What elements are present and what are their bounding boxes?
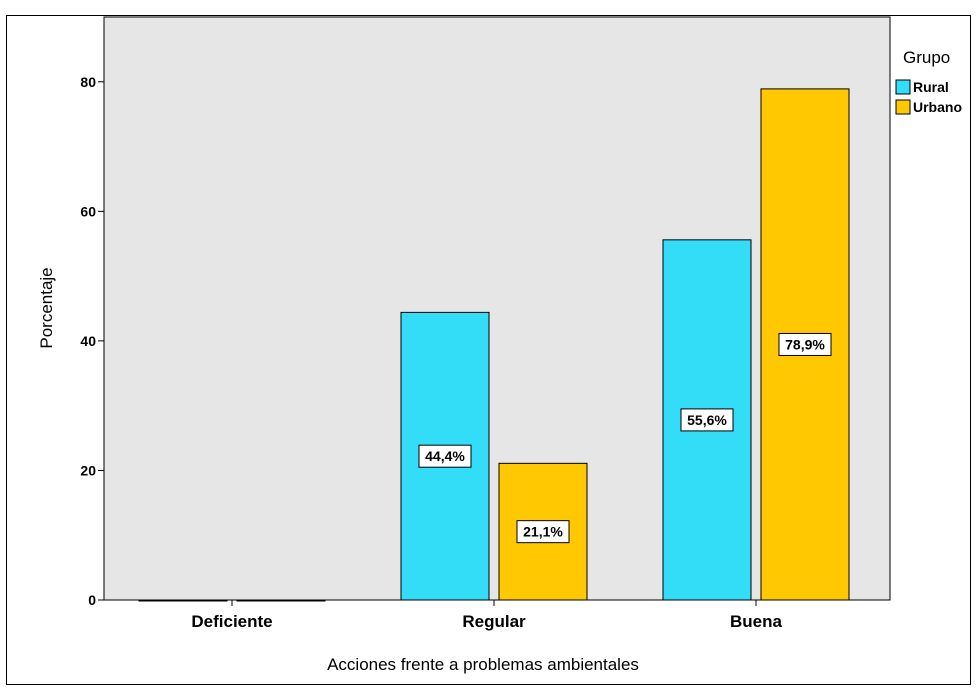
- y-tick-label: 40: [80, 333, 96, 349]
- x-axis-label: Acciones frente a problemas ambientales: [327, 655, 639, 674]
- bars: 44,4% 21,1% 55,6% 78,9%: [138, 88, 850, 602]
- y-tick-label: 60: [80, 203, 96, 219]
- x-axis: Deficiente Regular Buena: [191, 600, 783, 631]
- y-tick-label: 80: [80, 74, 96, 90]
- legend-label-rural: Rural: [913, 79, 949, 95]
- legend-swatch-rural: [895, 79, 911, 95]
- data-label: 78,9%: [785, 336, 825, 352]
- plot-area: [103, 16, 891, 601]
- x-tick-label: Deficiente: [191, 612, 272, 631]
- legend-swatch-urbano: [895, 99, 911, 115]
- y-axis-label: Porcentaje: [37, 267, 56, 348]
- y-tick-label: 20: [80, 462, 96, 478]
- legend-title: Grupo: [903, 48, 950, 67]
- legend: Grupo Rural Urbano: [895, 48, 962, 115]
- x-tick-label: Buena: [730, 612, 783, 631]
- data-label: 44,4%: [425, 448, 465, 464]
- legend-label-urbano: Urbano: [913, 99, 962, 115]
- data-label-box: [516, 520, 570, 544]
- data-label-box: [680, 408, 734, 432]
- data-label-box: [418, 444, 472, 468]
- data-label-box: [778, 332, 832, 356]
- data-label: 21,1%: [523, 524, 563, 540]
- x-tick-label: Regular: [462, 612, 526, 631]
- bar-urbano-deficiente: [236, 599, 326, 602]
- y-axis: 0 20 40 60 80: [80, 74, 104, 608]
- bar-rural-deficiente: [138, 599, 228, 602]
- data-label: 55,6%: [687, 412, 727, 428]
- y-tick-label: 0: [88, 592, 96, 608]
